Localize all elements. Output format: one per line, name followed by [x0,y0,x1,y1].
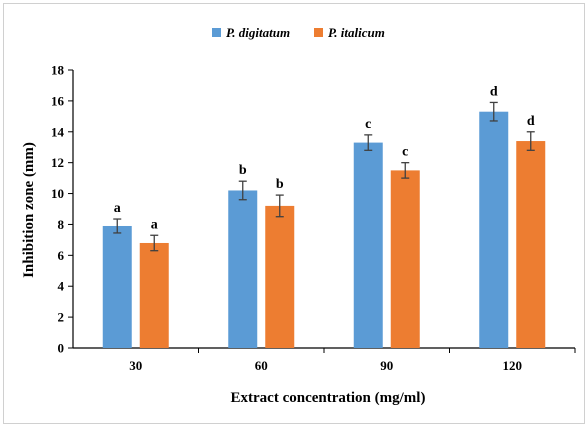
bar [228,190,258,348]
y-tick-label: 8 [58,217,65,232]
x-tick-label: 60 [255,358,268,373]
x-tick-label: 120 [503,358,523,373]
significance-letter: b [239,163,247,178]
x-axis-title: Extract concentration (mg/ml) [231,390,426,406]
bar [516,141,546,348]
significance-letter: d [490,84,498,99]
significance-letter: b [276,177,284,192]
y-tick-label: 14 [51,124,65,139]
legend-swatch-p-digitatum [212,28,221,37]
legend: P. digitatum P. italicum [212,25,385,40]
y-tick-label: 0 [58,341,65,356]
bar [390,170,420,348]
bar [265,205,295,348]
bar [139,242,169,348]
significance-letter: a [114,201,121,216]
plot-area: 0 2 4 6 8 10 12 14 16 18 30 a a 60 b b 90 c c 120 d d [51,63,576,373]
significance-letter: c [402,145,408,160]
significance-letter: c [365,117,371,132]
x-tick-label: 90 [380,358,393,373]
bar [479,111,509,348]
y-tick-label: 4 [58,279,65,294]
y-tick-label: 16 [51,93,65,108]
x-tick-label: 30 [129,358,142,373]
significance-letter: a [151,217,158,232]
significance-letter: d [527,114,535,129]
y-tick-label: 18 [51,63,65,78]
bar [353,142,383,348]
y-tick-label: 12 [51,155,64,170]
y-tick-label: 2 [58,310,65,325]
legend-label-p-digitatum: P. digitatum [226,25,290,40]
bar [102,225,132,348]
y-axis-title: Inhibition zone (mm) [21,142,37,278]
y-tick-label: 10 [51,186,64,201]
y-tick-label: 6 [58,248,65,263]
legend-label-p-italicum: P. italicum [328,25,385,40]
legend-swatch-p-italicum [314,28,323,37]
